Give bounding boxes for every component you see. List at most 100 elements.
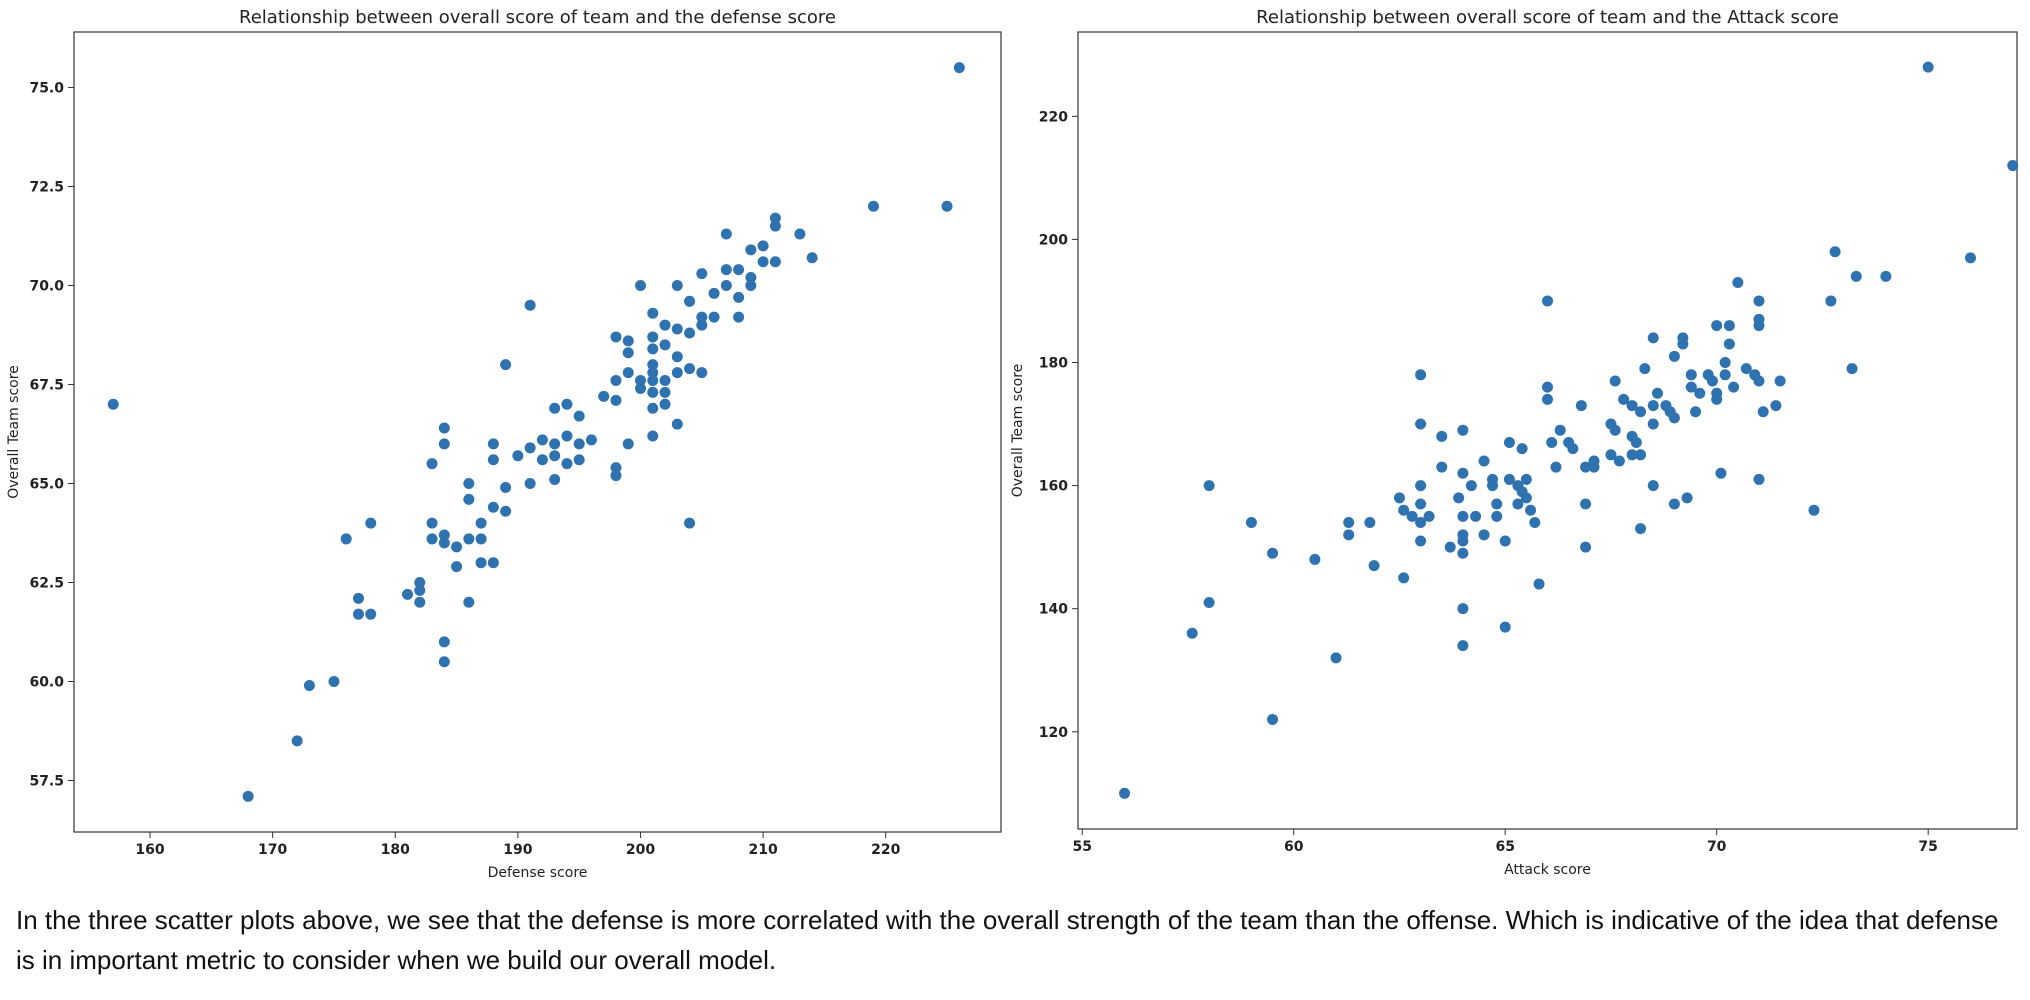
scatter-point [1880,270,1892,282]
caption: In the three scatter plots above, we see… [16,905,1999,975]
scatter-point [1613,455,1625,467]
scatter-point [610,394,622,406]
scatter-point [536,454,548,466]
scatter-point [1203,480,1215,492]
y-axis-label: Overall Team score [6,365,22,499]
scatter-point [426,517,438,529]
scatter-point [1550,461,1562,473]
scatter-point [1398,504,1410,516]
scatter-point [1343,517,1355,529]
scatter-point [1567,443,1579,455]
scatter-point [647,307,659,319]
scatter-point [733,291,745,303]
scatter-point [1470,510,1482,522]
y-tick-label: 120 [1039,725,1068,741]
scatter-point [1630,437,1642,449]
scatter-point [1609,424,1621,436]
x-tick-label: 75 [1918,839,1937,855]
scatter-point [769,212,781,224]
scatter-point [1719,369,1731,381]
scatter-point [684,363,696,375]
scatter-point [1732,276,1744,288]
scatter-point [622,335,634,347]
scatter-point [1478,529,1490,541]
scatter-point [1626,400,1638,412]
scatter-point [1457,640,1469,652]
scatter-point [1719,356,1731,368]
scatter-point [1922,61,1934,73]
x-tick-label: 200 [626,842,655,858]
scatter-point [1635,449,1647,461]
scatter-point [438,537,450,549]
scatter-point [1635,406,1647,418]
scatter-point [1529,517,1541,529]
scatter-point [1415,535,1427,547]
scatter-point [500,505,512,517]
scatter-point [684,327,696,339]
scatter-point [1711,393,1723,405]
scatter-point [1711,320,1723,332]
scatter-point [414,576,426,588]
x-axis-label: Defense score [488,865,588,880]
scatter-point [1119,787,1131,799]
scatter-point [1605,449,1617,461]
scatter-point [794,228,806,240]
chart-title: Relationship between overall score of te… [239,7,836,28]
scatter-point [1651,387,1663,399]
scatter-point [438,529,450,541]
scatter-point [549,402,561,414]
scatter-point [647,386,659,398]
x-tick-label: 65 [1495,839,1514,855]
scatter-point [696,268,708,280]
y-tick-label: 75.0 [29,80,64,96]
scatter-point [1647,480,1659,492]
scatter-point [1444,541,1456,553]
scatter-point [659,375,671,387]
scatter-point [1580,461,1592,473]
scatter-point [1690,406,1702,418]
scatter-point [1639,363,1651,375]
scatter-point [500,481,512,493]
scatter-point [524,442,536,454]
scatter-point [1415,498,1427,510]
scatter-point [684,295,696,307]
scatter-point [2007,160,2019,172]
scatter-point [1487,480,1499,492]
scatter-point [708,311,720,323]
scatter-point [867,200,879,212]
y-tick-label: 200 [1039,232,1068,248]
scatter-point [1457,535,1469,547]
y-tick-label: 60.0 [29,675,64,691]
y-tick-label: 57.5 [29,774,64,790]
scatter-point [487,557,499,569]
scatter-point [635,279,646,291]
scatter-point [340,533,352,545]
scatter-point [524,477,536,489]
scatter-point [438,438,450,450]
scatter-point [622,347,634,359]
scatter-point [1964,252,1976,264]
scatter-point [757,256,769,268]
scatter-point [561,398,573,410]
scatter-point [585,434,597,446]
scatter-point [414,596,426,608]
scatter-point [1393,492,1405,504]
scatter-point [647,402,659,414]
scatter-point [524,299,536,311]
scatter-point [1850,270,1862,282]
scatter-point [365,517,377,529]
scatter-point [1753,320,1765,332]
scatter-point [1465,480,1477,492]
scatter-point [1757,406,1769,418]
scatter-point [1516,443,1528,455]
scatter-point [1478,455,1490,467]
scatter-point [1503,437,1515,449]
scatter-point [549,438,561,450]
y-tick-label: 180 [1039,355,1068,371]
plot-frame [73,31,1002,833]
scatter-point [303,679,315,691]
scatter-point [1723,338,1735,350]
scatter-point [438,422,450,434]
scatter-point [1436,461,1448,473]
scatter-point [451,561,463,573]
